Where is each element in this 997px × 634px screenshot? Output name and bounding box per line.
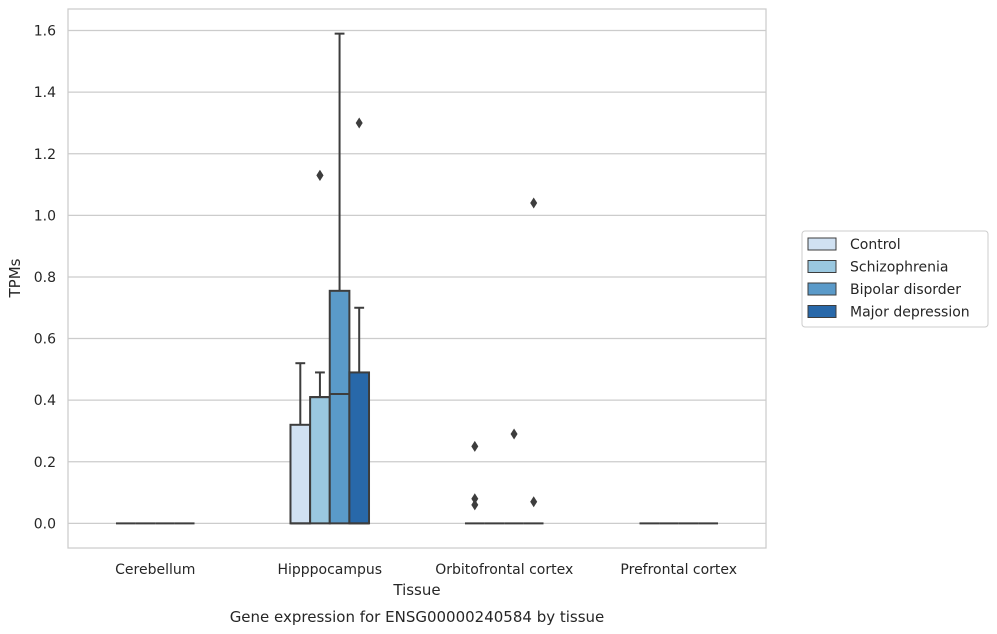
y-axis-label: TPMs: [6, 258, 24, 298]
chart-caption: Gene expression for ENSG00000240584 by t…: [230, 608, 605, 626]
box-group: [504, 428, 524, 525]
y-tick-label: 0.6: [34, 332, 56, 348]
legend-frame: [801, 230, 989, 328]
plot-marks: [115, 32, 719, 525]
legend-label: Major depression: [850, 305, 970, 321]
legend: Control Schizophrenia Bipolar disorder Majo…: [801, 230, 989, 328]
legend-swatch: [807, 282, 837, 296]
legend-item: Schizophrenia: [807, 260, 948, 276]
gridlines: [68, 29, 766, 524]
outlier-point: [355, 117, 363, 129]
box-group: [309, 169, 331, 525]
x-tick-labels: Cerebellum Hipppocampus Orbitofrontal cort…: [115, 562, 737, 578]
legend-swatch: [807, 305, 837, 318]
x-tick-label: Cerebellum: [115, 562, 195, 578]
legend-item: Control: [807, 237, 901, 253]
outlier-point: [530, 197, 538, 209]
box-group: [464, 440, 485, 525]
y-tick-label: 0.2: [34, 455, 56, 471]
outlier-point: [471, 499, 479, 511]
box-group: [289, 362, 312, 525]
plot-area-frame: [67, 8, 767, 549]
x-axis-label: Tissue: [392, 581, 440, 599]
box-group: [348, 117, 371, 525]
y-tick-label: 0.8: [34, 270, 56, 286]
outlier-point: [471, 440, 479, 452]
x-tick-label: Hipppocampus: [277, 562, 382, 578]
y-tick-label: 0.0: [34, 516, 56, 532]
legend-swatch: [807, 260, 837, 273]
legend-swatch: [807, 237, 837, 251]
y-tick-label: 1.6: [34, 24, 56, 40]
box: [348, 371, 371, 525]
y-tick-label: 0.4: [34, 393, 56, 409]
outlier-point: [510, 428, 518, 440]
box-group: [328, 32, 351, 525]
y-tick-label: 1.2: [34, 147, 56, 163]
y-tick-label: 1.0: [34, 208, 56, 224]
legend-label: Control: [850, 237, 901, 253]
outlier-point: [471, 493, 479, 505]
y-tick-label: 1.4: [34, 85, 56, 101]
box: [289, 423, 312, 525]
outlier-point: [530, 496, 538, 508]
x-tick-label: Orbitofrontal cortex: [435, 562, 573, 578]
legend-item: Major depression: [807, 305, 970, 321]
legend-label: Bipolar disorder: [850, 282, 961, 298]
box: [328, 289, 351, 525]
x-tick-label: Prefrontal cortex: [620, 562, 737, 578]
box: [309, 396, 331, 525]
legend-label: Schizophrenia: [850, 260, 948, 276]
box-group: [523, 197, 544, 525]
y-tick-labels: 0.0 0.2 0.4 0.6 0.8 1.0 1.2 1.4 1.6: [34, 24, 56, 533]
legend-item: Bipolar disorder: [807, 282, 961, 298]
outlier-point: [316, 169, 324, 181]
